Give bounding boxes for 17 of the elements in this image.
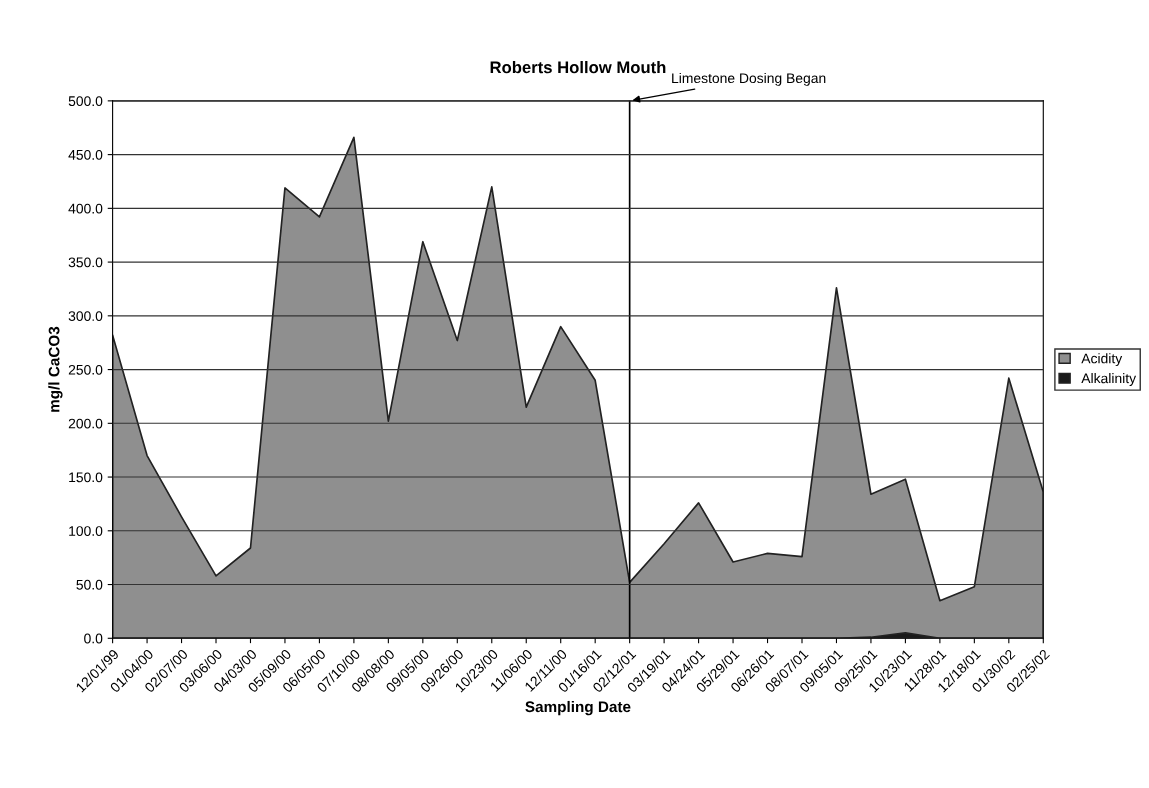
y-tick-label: 200.0: [68, 418, 103, 429]
x-axis-title: Sampling Date: [525, 700, 631, 716]
ref-line-label: Limestone Dosing Began: [672, 72, 826, 86]
y-tick-label: 0.0: [84, 633, 103, 644]
y-tick-label: 450.0: [68, 149, 103, 160]
y-tick-label: 300.0: [68, 311, 103, 321]
legend-label: Alkalinity: [1081, 373, 1137, 386]
y-tick-label: 350.0: [68, 257, 103, 268]
y-tick-label: 50.0: [76, 579, 103, 590]
y-tick-label: 150.0: [69, 472, 103, 483]
legend-label: Acidity: [1081, 353, 1123, 367]
y-tick-label: 400.0: [68, 203, 103, 214]
chart-title: Roberts Hollow Mouth: [490, 61, 666, 74]
y-tick-label: 100.0: [69, 526, 103, 536]
y-tick-label: 250.0: [68, 364, 103, 375]
y-tick-label: 500.0: [68, 96, 103, 107]
y-axis-title: mg/l CaCO3: [48, 326, 63, 412]
